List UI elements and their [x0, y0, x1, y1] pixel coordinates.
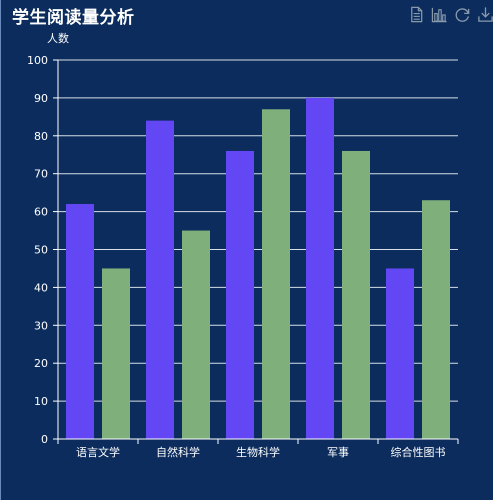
bar-series-2-2[interactable]	[262, 109, 290, 440]
y-tick-label: 90	[34, 92, 48, 105]
y-tick-label: 70	[34, 168, 48, 181]
y-tick-label: 50	[34, 244, 48, 257]
bar-series-1-3[interactable]	[306, 97, 334, 440]
x-tick-label: 语言文学	[76, 445, 120, 459]
y-axis-ticks: 0 10 20 30 40 50 60 70 80 90 100	[27, 54, 58, 446]
bar-series-1-1[interactable]	[146, 120, 174, 439]
bar-series-1-0[interactable]	[66, 204, 94, 439]
save-image-icon[interactable]	[477, 6, 494, 23]
bar-series-2-3[interactable]	[342, 150, 370, 439]
y-tick-label: 0	[41, 433, 48, 446]
chart-title: 学生阅读量分析	[12, 8, 135, 28]
restore-icon[interactable]	[454, 6, 471, 23]
y-axis-label: 人数	[47, 32, 69, 45]
bar-series-2-1[interactable]	[182, 230, 210, 439]
y-tick-label: 30	[34, 319, 48, 332]
y-tick-label: 80	[34, 130, 48, 143]
y-tick-label: 40	[34, 281, 48, 294]
y-tick-label: 100	[27, 54, 48, 67]
x-tick-label: 自然科学	[156, 445, 200, 459]
y-tick-label: 20	[34, 357, 48, 370]
bar-series-1-4[interactable]	[386, 268, 414, 439]
bar-chart-switch-icon[interactable]	[431, 6, 448, 23]
bar-series-2-4[interactable]	[422, 200, 450, 439]
bar-series-1-2[interactable]	[226, 150, 254, 439]
x-tick-label: 综合性图书	[391, 445, 446, 459]
chart-toolbox	[408, 6, 494, 23]
bars	[66, 97, 450, 440]
y-tick-label: 60	[34, 206, 48, 219]
x-tick-label: 军事	[327, 446, 349, 459]
x-axis: 语言文学 自然科学 生物科学 军事 综合性图书	[57, 60, 459, 459]
x-tick-label: 生物科学	[236, 445, 280, 459]
y-tick-label: 10	[34, 395, 48, 408]
data-view-icon[interactable]	[408, 6, 425, 23]
page-edge	[493, 0, 500, 500]
bar-series-2-0[interactable]	[102, 268, 130, 439]
